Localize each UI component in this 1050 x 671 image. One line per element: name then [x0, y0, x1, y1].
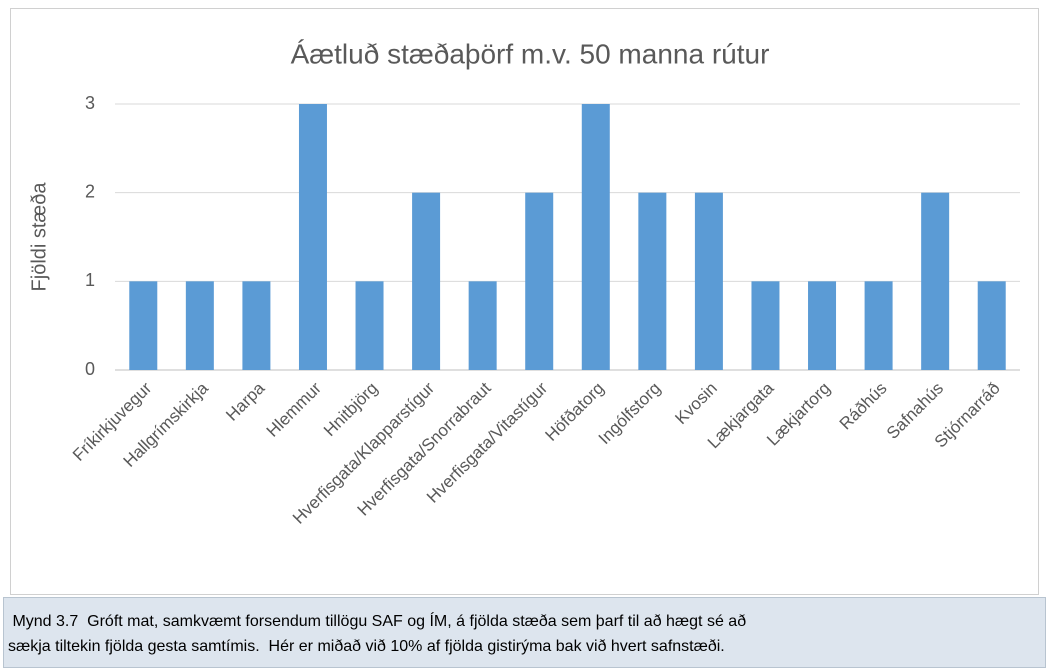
- bar: [468, 281, 497, 370]
- bar: [185, 281, 214, 370]
- y-tick-label: 2: [85, 181, 95, 201]
- caption-line: Mynd 3.7 Gróft mat, samkvæmt forsendum t…: [8, 611, 746, 630]
- y-tick-label: 1: [85, 270, 95, 290]
- bar: [694, 192, 723, 370]
- bar: [808, 281, 837, 370]
- bar: [298, 104, 327, 370]
- bar: [638, 192, 667, 370]
- bar: [864, 281, 893, 370]
- caption-box: [3, 597, 1046, 668]
- caption-line: sækja tiltekin fjölda gesta samtímis. Hé…: [8, 638, 725, 655]
- bar: [242, 281, 271, 370]
- y-tick-label: 3: [85, 93, 95, 113]
- bar: [355, 281, 384, 370]
- bar: [921, 192, 950, 370]
- y-tick-label: 0: [85, 359, 95, 379]
- chart-title: Áætluð stæðaþörf m.v. 50 manna rútur: [291, 38, 770, 69]
- bar: [412, 192, 441, 370]
- bar: [751, 281, 780, 370]
- bar: [581, 104, 610, 370]
- bar: [525, 192, 554, 370]
- y-axis-label: Fjöldi stæða: [28, 182, 50, 292]
- bar: [129, 281, 158, 370]
- bar: [977, 281, 1006, 370]
